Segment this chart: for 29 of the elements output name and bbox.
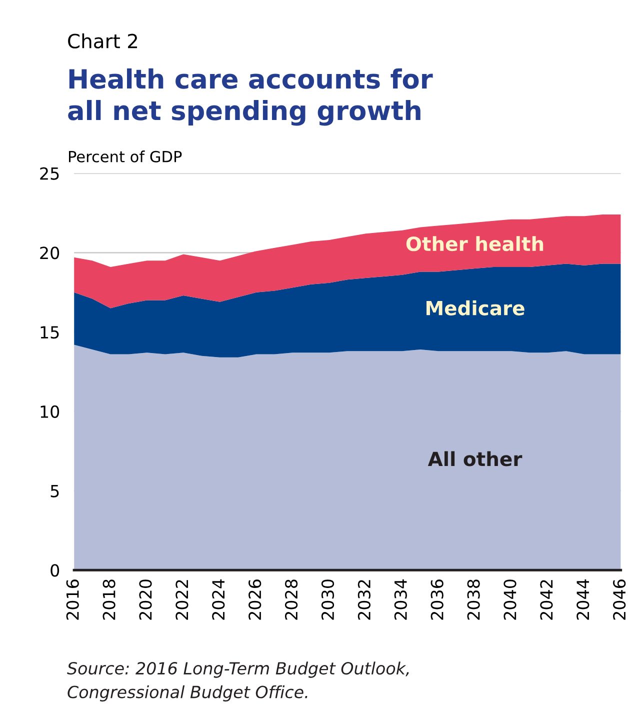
series-label: Other health: [406, 236, 544, 252]
x-tick-label: 2020: [139, 580, 152, 620]
source-note: Source: 2016 Long-Term Budget Outlook, Congressional Budget Office.: [67, 662, 409, 702]
x-tick-label: 2036: [430, 580, 444, 620]
x-tick-label: 2024: [212, 579, 225, 620]
x-tick-label: 2026: [248, 580, 262, 620]
y-tick-label: 0: [50, 564, 60, 577]
y-axis-title: Percent of GDP: [69, 150, 182, 162]
x-tick-label: 2016: [66, 580, 79, 620]
y-tick-label: 5: [50, 484, 59, 498]
x-tick-label: 2022: [176, 580, 188, 620]
x-tick-label: 2030: [321, 580, 334, 620]
y-tick-label: 10: [40, 405, 60, 418]
chart-title: Health care accounts for all net spending growth: [68, 68, 433, 126]
x-tick-label: 2028: [284, 580, 298, 620]
x-tick-label: 2040: [504, 580, 516, 620]
y-tick-label: 15: [40, 326, 59, 339]
x-tick-label: 2042: [540, 580, 553, 620]
x-tick-label: 2032: [358, 580, 370, 620]
y-tick-label: 20: [40, 246, 60, 260]
x-tick-label: 2038: [467, 580, 480, 620]
y-tick-label: 25: [40, 167, 59, 180]
x-tick-label: 2044: [576, 579, 590, 620]
series-label: All other: [428, 451, 522, 466]
x-tick-label: 2046: [613, 580, 626, 620]
series-label: Medicare: [426, 300, 524, 316]
caption: Chart 2: [68, 33, 138, 48]
x-tick-label: 2018: [102, 580, 116, 620]
x-tick-label: 2034: [394, 579, 407, 620]
